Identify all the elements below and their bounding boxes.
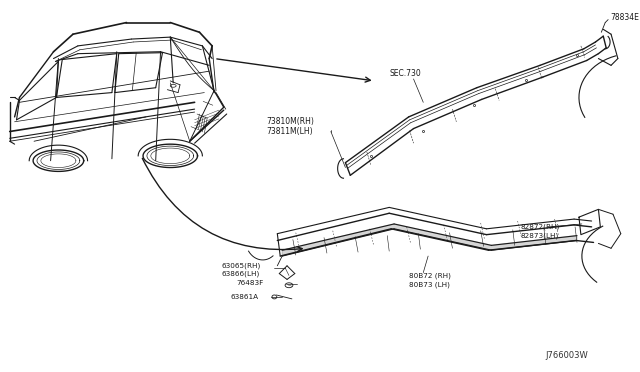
Text: SEC.730: SEC.730 [389, 68, 421, 78]
Polygon shape [282, 224, 577, 256]
Text: 63065(RH): 63065(RH) [222, 263, 261, 269]
Text: 80B72 (RH): 80B72 (RH) [409, 272, 451, 279]
Ellipse shape [285, 283, 293, 288]
Text: 82872(RH): 82872(RH) [520, 224, 560, 230]
Text: J766003W: J766003W [545, 351, 588, 360]
Text: 76483F: 76483F [236, 280, 264, 286]
Text: 73810M(RH): 73810M(RH) [267, 117, 314, 126]
Text: 78834E: 78834E [610, 13, 639, 22]
Text: 80B73 (LH): 80B73 (LH) [409, 281, 449, 288]
Text: 82873(LH): 82873(LH) [520, 232, 559, 239]
Text: 73811M(LH): 73811M(LH) [267, 127, 313, 136]
Text: 63861A: 63861A [230, 294, 259, 300]
Ellipse shape [272, 295, 277, 299]
Text: 63866(LH): 63866(LH) [222, 270, 260, 277]
